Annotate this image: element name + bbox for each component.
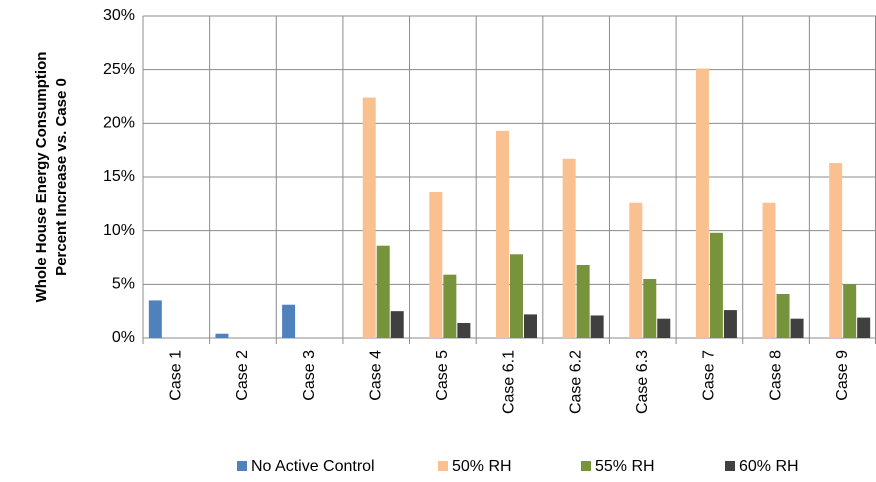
bar (376, 245, 390, 338)
y-tick-label: 25% (103, 61, 135, 78)
bar (709, 232, 723, 338)
x-tick-label: Case 7 (701, 350, 718, 401)
x-tick-label: Case 5 (434, 350, 451, 401)
y-tick-label: 5% (112, 276, 135, 293)
bar (657, 318, 671, 338)
bar (429, 192, 443, 338)
bar (510, 254, 523, 338)
bar (457, 322, 471, 338)
bar (762, 202, 776, 338)
y-tick-label: 10% (103, 222, 135, 239)
bar (576, 265, 590, 338)
bar (629, 202, 643, 338)
y-tick-label: 15% (103, 168, 135, 185)
y-tick-label: 0% (112, 329, 135, 346)
bar (282, 304, 296, 338)
y-tick-label: 30% (103, 7, 135, 24)
legend-swatch (237, 461, 247, 471)
y-axis-title: Whole House Energy Consumption (33, 52, 50, 303)
bar (643, 278, 657, 338)
x-tick-label: Case 6.2 (567, 350, 584, 414)
x-tick-label: Case 6.1 (501, 350, 518, 414)
bar (829, 163, 843, 338)
x-tick-label: Case 6.3 (634, 350, 651, 414)
bar (790, 318, 804, 338)
bar (524, 314, 537, 338)
legend-swatch (725, 461, 735, 471)
y-axis-title: Percent Increase vs. Case 0 (53, 78, 70, 276)
bar (362, 97, 376, 338)
bar (776, 293, 790, 338)
bar (843, 284, 857, 338)
legend-swatch (438, 461, 448, 471)
bar (562, 158, 576, 338)
bar (148, 300, 162, 338)
bar (496, 130, 509, 338)
x-tick-label: Case 3 (301, 350, 318, 401)
x-tick-label: Case 9 (834, 350, 851, 401)
bar (590, 315, 604, 338)
x-tick-label: Case 1 (168, 350, 185, 401)
bar (857, 317, 871, 338)
x-tick-label: Case 8 (767, 350, 784, 401)
x-tick-label: Case 4 (367, 350, 384, 401)
bar (215, 333, 229, 338)
legend-swatch (581, 461, 591, 471)
legend-label: 60% RH (739, 458, 799, 475)
bar (723, 310, 737, 338)
legend-label: No Active Control (251, 458, 375, 475)
legend-label: 55% RH (595, 458, 655, 475)
x-tick-label: Case 2 (234, 350, 251, 401)
y-tick-label: 20% (103, 115, 135, 132)
bar (443, 274, 457, 338)
legend-label: 50% RH (452, 458, 512, 475)
bar (390, 311, 404, 338)
bar (695, 68, 709, 339)
